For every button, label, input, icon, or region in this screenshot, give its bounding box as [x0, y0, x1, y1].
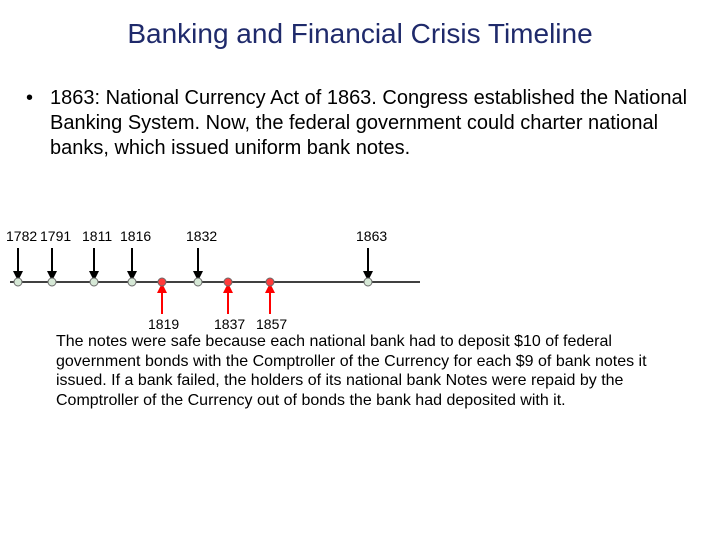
year-label-top: 1811: [82, 228, 112, 244]
year-label-top: 1782: [6, 228, 37, 244]
bullet-text: 1863: National Currency Act of 1863. Con…: [50, 86, 694, 161]
slide-title: Banking and Financial Crisis Timeline: [0, 18, 720, 50]
lower-paragraph: The notes were safe because each nationa…: [56, 332, 676, 410]
year-label-top: 1863: [356, 228, 387, 244]
bullet-block: • 1863: National Currency Act of 1863. C…: [26, 86, 694, 161]
year-label-bottom: 1857: [256, 316, 287, 332]
year-label-top: 1816: [120, 228, 151, 244]
year-label-top: 1791: [40, 228, 71, 244]
year-label-top: 1832: [186, 228, 217, 244]
year-label-bottom: 1819: [148, 316, 179, 332]
bullet-marker: •: [26, 86, 50, 161]
timeline-diagram: [0, 244, 720, 316]
year-label-bottom: 1837: [214, 316, 245, 332]
